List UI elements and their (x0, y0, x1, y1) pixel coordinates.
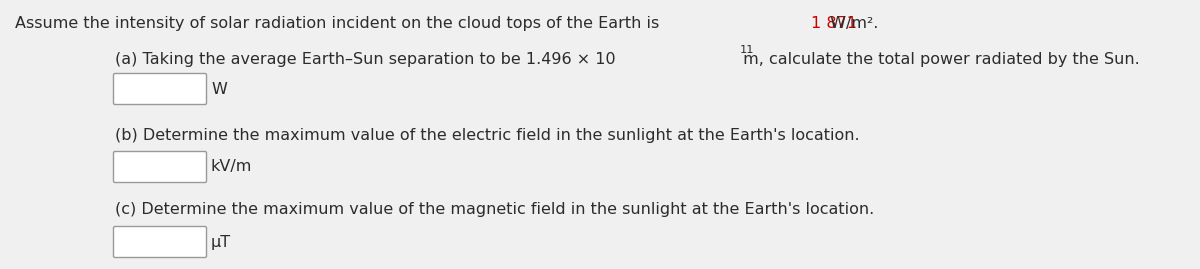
Text: μT: μT (211, 235, 232, 250)
FancyBboxPatch shape (114, 151, 206, 182)
Text: m, calculate the total power radiated by the Sun.: m, calculate the total power radiated by… (738, 52, 1140, 67)
Text: (b) Determine the maximum value of the electric field in the sunlight at the Ear: (b) Determine the maximum value of the e… (115, 128, 859, 143)
Text: Assume the intensity of solar radiation incident on the cloud tops of the Earth : Assume the intensity of solar radiation … (14, 16, 665, 31)
Text: 1 871: 1 871 (811, 16, 857, 31)
Text: (c) Determine the maximum value of the magnetic field in the sunlight at the Ear: (c) Determine the maximum value of the m… (115, 202, 875, 217)
Text: W/m².: W/m². (824, 16, 878, 31)
Text: kV/m: kV/m (211, 160, 252, 175)
Text: W: W (211, 82, 227, 97)
FancyBboxPatch shape (114, 226, 206, 257)
Text: (a) Taking the average Earth–Sun separation to be 1.496 × 10: (a) Taking the average Earth–Sun separat… (115, 52, 616, 67)
FancyBboxPatch shape (114, 73, 206, 104)
Text: 11: 11 (739, 45, 755, 55)
